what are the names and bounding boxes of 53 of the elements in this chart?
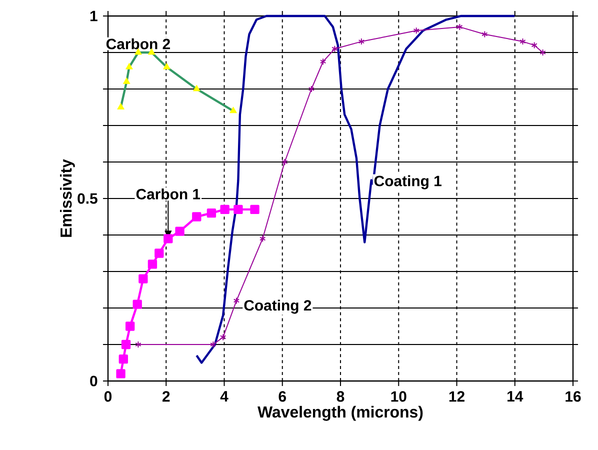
point	[175, 226, 184, 236]
series-label: Coating 1	[374, 175, 442, 190]
y-tick-label: 0.5	[78, 193, 98, 204]
point	[220, 204, 230, 214]
point	[520, 38, 526, 46]
x-tick-label: 6	[278, 391, 286, 402]
point	[282, 158, 288, 166]
point	[358, 38, 365, 46]
y-axis-title: Emissivity	[60, 159, 75, 237]
point	[192, 212, 202, 222]
point	[117, 103, 124, 110]
x-tick-label: 2	[162, 391, 170, 402]
x-tick-label: 0	[104, 391, 112, 402]
y-tick-label: 0	[90, 376, 98, 386]
x-tick-label: 12	[449, 391, 464, 402]
y-tick-label: 1	[90, 10, 98, 22]
x-tick-label: 10	[391, 391, 406, 402]
point	[116, 369, 126, 378]
point	[482, 30, 488, 38]
point	[126, 62, 133, 70]
point	[230, 106, 237, 114]
point	[118, 354, 128, 364]
x-axis-title: Wavelength (microns)	[258, 406, 423, 421]
point	[154, 248, 164, 258]
point	[148, 260, 158, 269]
point	[138, 274, 148, 284]
point	[220, 334, 226, 341]
x-tick-label: 8	[336, 391, 344, 402]
point	[132, 300, 142, 309]
point	[192, 84, 200, 92]
point	[126, 322, 135, 331]
series-label: Coating 2	[244, 300, 312, 314]
point	[121, 340, 131, 350]
point	[308, 86, 315, 92]
point	[163, 62, 170, 70]
point	[456, 23, 463, 30]
point	[122, 78, 130, 84]
point	[234, 204, 243, 214]
point	[332, 45, 338, 52]
point	[164, 234, 173, 244]
point	[210, 341, 216, 348]
x-tick-label: 16	[566, 391, 581, 402]
point	[260, 235, 266, 242]
point	[413, 27, 420, 34]
point	[531, 42, 538, 49]
x-tick-label: 4	[220, 391, 228, 402]
series-label: Carbon 1	[136, 188, 200, 200]
point	[206, 208, 216, 218]
x-tick-label: 14	[508, 391, 524, 402]
point	[233, 297, 240, 304]
series-label: Carbon 2	[106, 38, 170, 50]
point	[320, 58, 326, 66]
point	[250, 204, 260, 214]
